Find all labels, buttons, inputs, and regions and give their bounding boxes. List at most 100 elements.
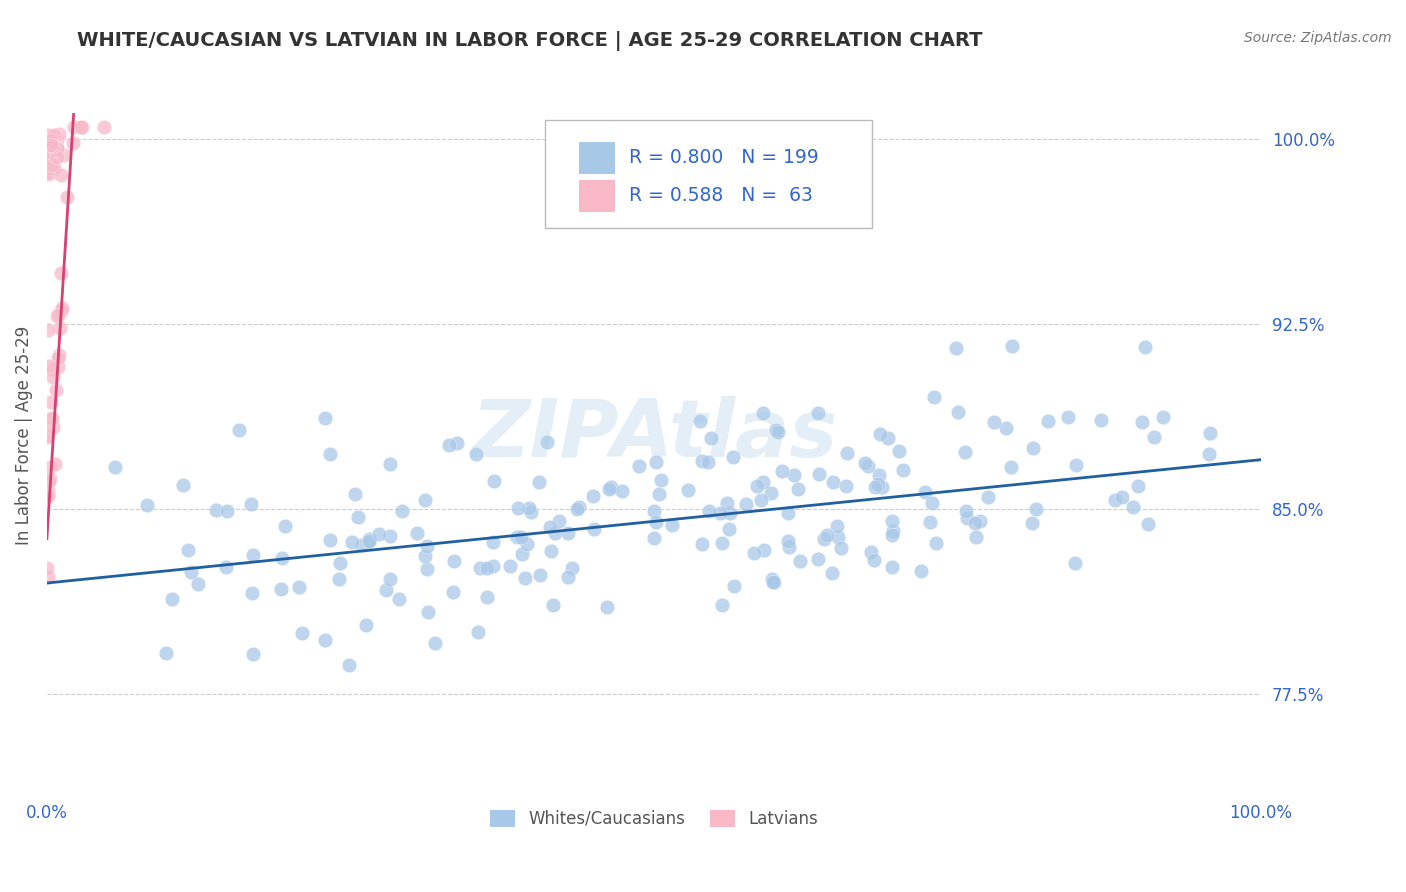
Whites/Caucasians — [1001, 339, 1024, 353]
Whites/Caucasians — [499, 558, 522, 573]
Whites/Caucasians — [160, 591, 183, 606]
Latvians — [49, 321, 72, 335]
Whites/Caucasians — [1122, 500, 1144, 515]
Whites/Caucasians — [648, 487, 671, 501]
Whites/Caucasians — [945, 341, 967, 355]
Whites/Caucasians — [869, 426, 891, 441]
Whites/Caucasians — [357, 534, 380, 549]
Whites/Caucasians — [789, 554, 811, 568]
Whites/Caucasians — [318, 533, 340, 547]
Latvians — [45, 142, 67, 156]
Whites/Caucasians — [783, 467, 806, 482]
Whites/Caucasians — [644, 515, 666, 529]
Whites/Caucasians — [482, 558, 505, 573]
Whites/Caucasians — [538, 519, 561, 533]
Whites/Caucasians — [963, 516, 986, 530]
Whites/Caucasians — [215, 560, 238, 574]
Latvians — [48, 348, 70, 362]
Whites/Caucasians — [776, 533, 799, 548]
Whites/Caucasians — [1133, 340, 1156, 354]
Whites/Caucasians — [751, 475, 773, 490]
Whites/Caucasians — [172, 478, 194, 492]
Whites/Caucasians — [763, 575, 786, 590]
Latvians — [41, 138, 63, 153]
Whites/Caucasians — [745, 479, 768, 493]
Latvians — [44, 128, 66, 143]
Whites/Caucasians — [446, 436, 468, 450]
Latvians — [37, 483, 59, 497]
Whites/Caucasians — [807, 551, 830, 566]
Whites/Caucasians — [1057, 409, 1080, 424]
Latvians — [37, 489, 59, 503]
Whites/Caucasians — [536, 434, 558, 449]
Whites/Caucasians — [1025, 502, 1047, 516]
Whites/Caucasians — [807, 467, 830, 482]
Whites/Caucasians — [700, 432, 723, 446]
Whites/Caucasians — [868, 476, 890, 491]
Whites/Caucasians — [723, 450, 745, 464]
Whites/Caucasians — [856, 458, 879, 473]
Whites/Caucasians — [465, 447, 488, 461]
Whites/Caucasians — [827, 518, 849, 533]
Whites/Caucasians — [994, 421, 1017, 435]
Whites/Caucasians — [650, 473, 672, 487]
Text: R = 0.800   N = 199: R = 0.800 N = 199 — [630, 148, 820, 167]
Whites/Caucasians — [357, 534, 380, 549]
Whites/Caucasians — [689, 415, 711, 429]
Whites/Caucasians — [516, 537, 538, 551]
Whites/Caucasians — [529, 475, 551, 489]
Latvians — [44, 136, 66, 150]
Whites/Caucasians — [697, 455, 720, 469]
Whites/Caucasians — [749, 492, 772, 507]
Latvians — [46, 150, 69, 164]
Whites/Caucasians — [627, 458, 650, 473]
Whites/Caucasians — [918, 515, 941, 529]
Whites/Caucasians — [868, 468, 890, 483]
Whites/Caucasians — [891, 463, 914, 477]
Whites/Caucasians — [762, 574, 785, 589]
Whites/Caucasians — [1064, 458, 1087, 472]
Whites/Caucasians — [1000, 459, 1022, 474]
Latvians — [44, 160, 66, 174]
Latvians — [41, 158, 63, 172]
Whites/Caucasians — [467, 625, 489, 640]
Latvians — [37, 145, 59, 160]
Whites/Caucasians — [752, 406, 775, 420]
Latvians — [37, 487, 59, 501]
Whites/Caucasians — [754, 542, 776, 557]
Whites/Caucasians — [870, 480, 893, 494]
Latvians — [42, 138, 65, 153]
Latvians — [37, 570, 59, 584]
Whites/Caucasians — [786, 482, 808, 496]
Whites/Caucasians — [853, 456, 876, 470]
Whites/Caucasians — [718, 506, 741, 520]
Whites/Caucasians — [329, 556, 352, 570]
Whites/Caucasians — [983, 416, 1005, 430]
Whites/Caucasians — [914, 485, 936, 500]
Whites/Caucasians — [548, 514, 571, 528]
Latvians — [42, 361, 65, 376]
Whites/Caucasians — [274, 519, 297, 533]
Latvians — [42, 161, 65, 176]
Whites/Caucasians — [155, 646, 177, 660]
Whites/Caucasians — [690, 454, 713, 468]
Whites/Caucasians — [481, 534, 503, 549]
Latvians — [46, 351, 69, 365]
Whites/Caucasians — [512, 548, 534, 562]
Latvians — [37, 167, 59, 181]
Whites/Caucasians — [391, 504, 413, 518]
Whites/Caucasians — [921, 496, 943, 510]
Whites/Caucasians — [969, 515, 991, 529]
Latvians — [37, 430, 59, 444]
Whites/Caucasians — [882, 524, 904, 538]
Whites/Caucasians — [314, 632, 336, 647]
Latvians — [39, 166, 62, 180]
Whites/Caucasians — [413, 493, 436, 508]
Whites/Caucasians — [955, 504, 977, 518]
Latvians — [62, 120, 84, 134]
Whites/Caucasians — [541, 598, 564, 612]
Whites/Caucasians — [405, 525, 427, 540]
Latvians — [37, 166, 59, 180]
Whites/Caucasians — [956, 511, 979, 525]
Whites/Caucasians — [418, 605, 440, 619]
